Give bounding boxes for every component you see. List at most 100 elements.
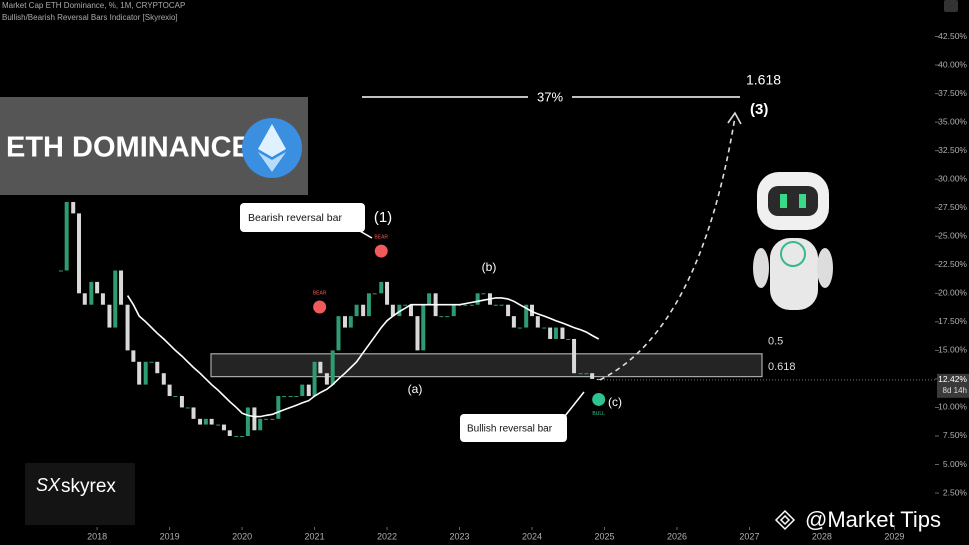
x-tick-label: 2022 xyxy=(377,531,397,541)
y-tick-label: 42.50% xyxy=(938,31,967,41)
candle xyxy=(415,316,420,351)
candle xyxy=(203,418,208,425)
candle xyxy=(95,281,100,294)
candle xyxy=(427,293,432,305)
move-label: 37% xyxy=(537,89,563,104)
fib-label: 0.5 xyxy=(768,336,783,348)
candle xyxy=(397,304,402,317)
candle xyxy=(372,293,377,295)
wave-label: (3) xyxy=(750,101,768,118)
candle xyxy=(469,304,474,306)
candle xyxy=(343,316,348,328)
x-tick-label: 2018 xyxy=(87,531,107,541)
eth-diamond xyxy=(258,124,286,157)
callout-text: Bearish reversal bar xyxy=(248,212,342,224)
logo-text: skyrex xyxy=(61,476,116,497)
callout-box xyxy=(240,203,365,232)
y-tick-label: 22.50% xyxy=(938,259,967,269)
candle xyxy=(517,327,522,329)
x-tick-label: 2019 xyxy=(160,531,180,541)
candle xyxy=(282,396,287,398)
banner-title: ETH DOMINANCE xyxy=(6,132,251,164)
y-tick-label: 32.50% xyxy=(938,145,967,155)
candle xyxy=(379,281,384,294)
candle xyxy=(493,304,498,306)
logo-mark: SX xyxy=(36,475,61,495)
candle xyxy=(113,270,118,328)
candle xyxy=(499,304,504,306)
x-tick-label: 2028 xyxy=(812,531,832,541)
candle xyxy=(542,327,547,329)
candle xyxy=(155,361,160,374)
arrow-head xyxy=(727,111,742,125)
candle xyxy=(149,361,154,363)
candle xyxy=(276,396,281,419)
candle xyxy=(234,435,239,437)
candle xyxy=(535,316,540,328)
target-label: 1.618 xyxy=(746,72,781,88)
candle xyxy=(252,407,257,431)
callout-box xyxy=(460,414,567,442)
candle xyxy=(590,373,595,379)
x-tick-label: 2021 xyxy=(305,531,325,541)
candle xyxy=(445,316,450,318)
watermark-icon xyxy=(774,509,796,531)
menu-icon[interactable] xyxy=(944,0,958,12)
candle xyxy=(408,304,413,317)
last-price-bg xyxy=(937,373,969,398)
x-tick-label: 2023 xyxy=(450,531,470,541)
callout-pointer xyxy=(564,391,585,417)
candle xyxy=(270,418,275,420)
candle xyxy=(185,407,190,409)
candle xyxy=(318,361,323,374)
candle xyxy=(439,316,444,318)
candle xyxy=(288,396,293,398)
candle xyxy=(221,424,226,431)
candle xyxy=(131,350,136,362)
robot xyxy=(753,172,833,310)
candle xyxy=(227,430,232,436)
candle xyxy=(100,293,105,305)
reversal-tag: BEAR xyxy=(313,290,327,296)
candle xyxy=(336,316,341,351)
callout-text: Bullish reversal bar xyxy=(467,424,553,435)
candle xyxy=(264,418,269,420)
candle xyxy=(82,293,87,305)
reversal-tag: BEAR xyxy=(374,234,388,240)
candle xyxy=(348,316,353,328)
reversal-tag: BULL xyxy=(592,411,605,417)
candle xyxy=(578,373,583,375)
candle xyxy=(511,316,516,328)
move-bg xyxy=(528,89,572,106)
candle xyxy=(191,407,196,419)
candle xyxy=(560,327,565,339)
candle xyxy=(71,202,76,214)
watermark: @Market Tips xyxy=(805,507,941,532)
candle xyxy=(300,384,305,397)
candle xyxy=(530,304,535,317)
candle xyxy=(209,418,214,425)
y-tick-label: 30.00% xyxy=(938,173,967,183)
wave-label: (a) xyxy=(408,382,423,396)
candle xyxy=(312,361,317,397)
candle xyxy=(524,304,529,328)
reversal-dot xyxy=(313,300,327,314)
wave-label: (b) xyxy=(482,260,497,274)
y-tick-label: 15.00% xyxy=(938,345,967,355)
countdown: 8d 14h xyxy=(943,386,967,395)
candle xyxy=(361,304,366,317)
wave-label: (c) xyxy=(608,395,622,409)
candle xyxy=(77,213,82,294)
x-tick-label: 2026 xyxy=(667,531,687,541)
eth-diamond xyxy=(258,152,286,172)
y-tick-label: 40.00% xyxy=(938,59,967,69)
y-tick-label: 17.50% xyxy=(938,316,967,326)
x-tick-label: 2029 xyxy=(884,531,904,541)
candle xyxy=(125,304,130,351)
candle xyxy=(258,418,263,431)
header-indicator: Bullish/Bearish Reversal Bars Indicator … xyxy=(2,13,178,22)
candle xyxy=(107,304,112,328)
candle xyxy=(330,350,335,385)
logo-bg xyxy=(25,463,135,525)
